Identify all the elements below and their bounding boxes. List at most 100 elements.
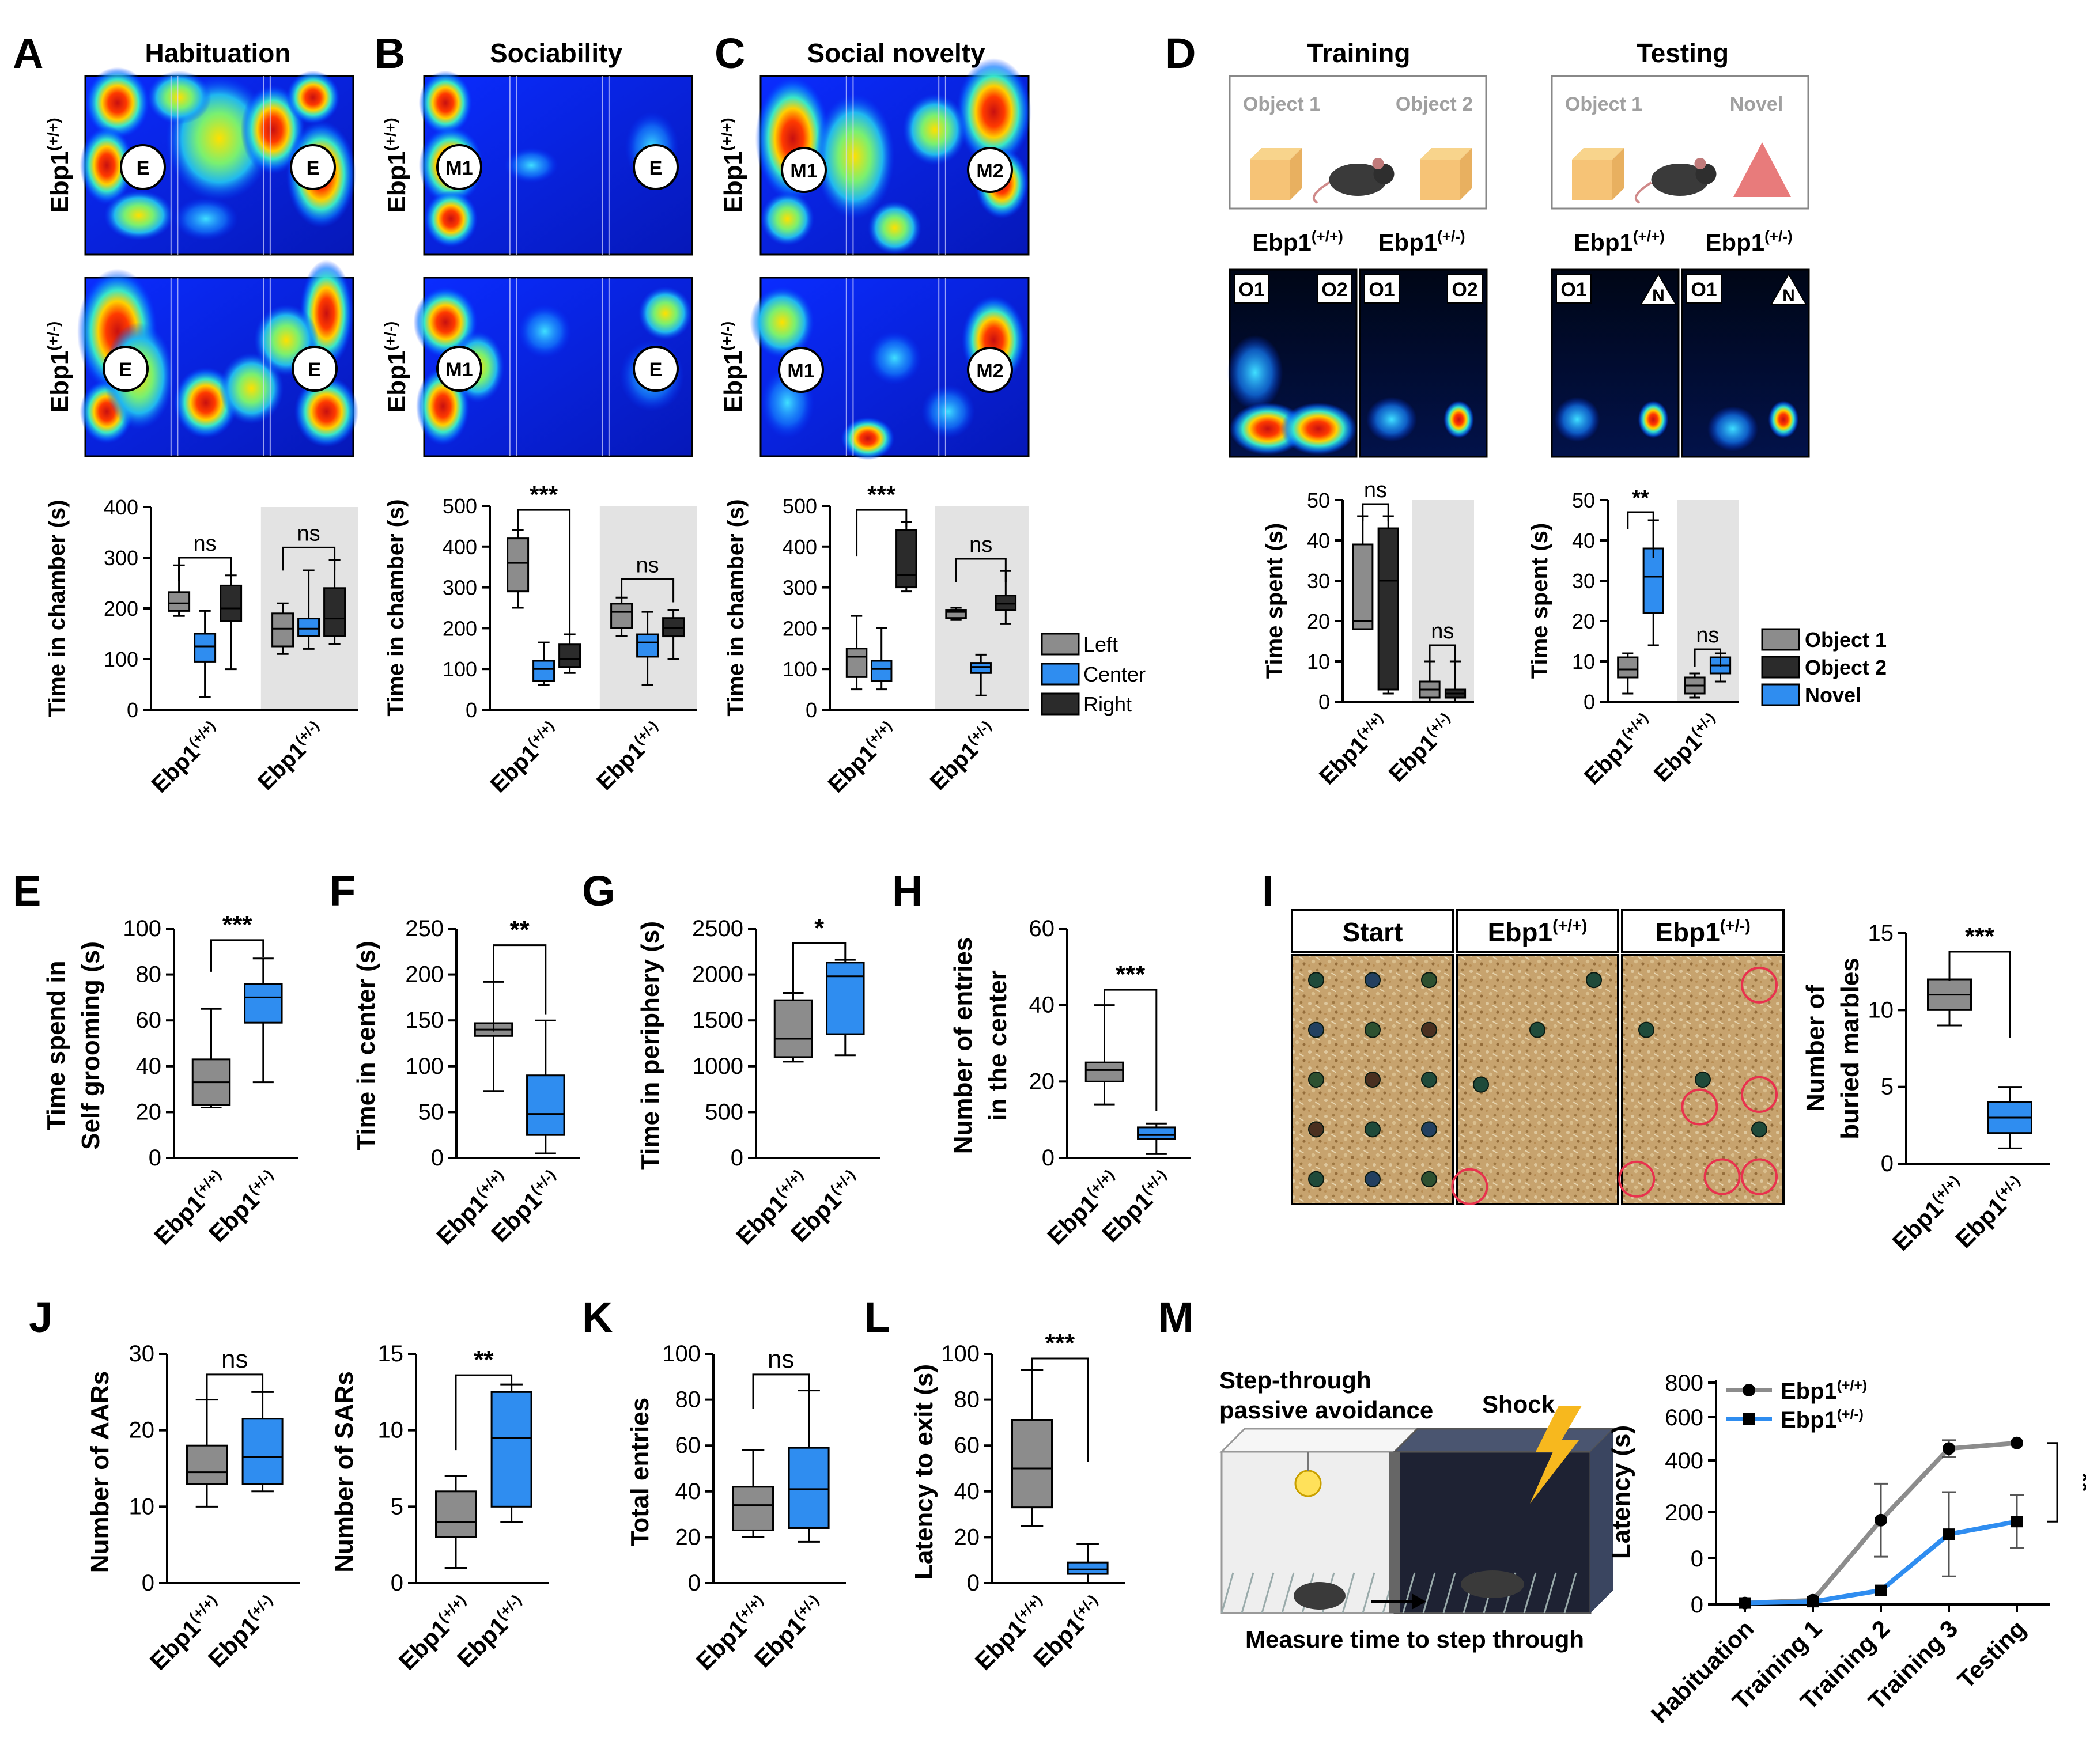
significance-label: *** [1116, 960, 1146, 989]
genotype-label-wt: Ebp1(+/+) [485, 718, 565, 797]
y-axis-label-line2: Self grooming (s) [77, 941, 105, 1150]
heat-blob [902, 94, 968, 165]
y-tick-label: 50 [1572, 489, 1595, 512]
grid-floor-bar [1362, 1572, 1375, 1614]
box-center [636, 611, 659, 687]
cube-top [1572, 148, 1624, 160]
chamber-marker [436, 144, 482, 190]
heat-blob [1554, 397, 1600, 442]
y-tick-label: 20 [136, 1099, 162, 1125]
genotype-name: Ebp1 [1655, 917, 1720, 947]
corner-tag-left [1364, 274, 1400, 304]
chamber-marker-label: M1 [445, 157, 473, 179]
y-tick-label: 20 [129, 1418, 155, 1443]
box-iqr [1352, 543, 1374, 630]
y-tick-label: 10 [1868, 997, 1894, 1023]
significance-bracket [206, 1373, 264, 1403]
box-iqr [773, 999, 813, 1058]
chamber-marker-label: M2 [976, 360, 1003, 382]
data-point-het [1875, 1584, 1887, 1596]
grid-floor-bar [1241, 1572, 1254, 1614]
legend-swatch-object-2 [1761, 656, 1800, 679]
cube-side [1290, 148, 1302, 200]
y-tick-label: 10 [1307, 650, 1330, 673]
buried-marble-circle [1681, 1088, 1718, 1126]
x-tick-label: Testing [1952, 1615, 2031, 1694]
box-iqr [435, 1490, 477, 1538]
genotype-heading-wt: Ebp1(+/+) [1488, 917, 1588, 947]
genotype-heading-wt: Ebp1(+/+) [381, 118, 411, 213]
data-point-het [1739, 1597, 1751, 1609]
significance-bracket [1429, 644, 1457, 663]
y-axis-label: Time in periphery (s) [636, 921, 664, 1170]
legend-label: Center [1083, 663, 1146, 686]
genotype-superscript: (+/-) [44, 321, 62, 351]
significance-bracket [2047, 1442, 2058, 1523]
buried-marble-circle [1741, 966, 1778, 1004]
legend-swatch-novel [1761, 683, 1800, 706]
y-tick-label: 800 [1665, 1371, 1703, 1396]
y-tick-label: 60 [1029, 916, 1055, 941]
box-iqr [186, 1444, 228, 1485]
y-tick-label: 40 [1307, 529, 1330, 552]
heat-blob [80, 126, 134, 205]
chamber-marker-label: M1 [790, 160, 817, 182]
genotype-heading-het: Ebp1(+/-) [1655, 917, 1751, 947]
significance-label: ns [636, 553, 659, 577]
grid-floor-bar [1281, 1572, 1295, 1614]
corner-tag-right [1447, 274, 1483, 304]
chamber-marker [290, 144, 336, 190]
significance-bracket [517, 509, 571, 637]
chamber-marker-label: E [308, 359, 322, 381]
heat-blob [921, 385, 975, 438]
y-axis-label: Latency (s) [1607, 1425, 1635, 1559]
y-tick-label: 0 [967, 1570, 980, 1596]
y-tick-label: 300 [104, 546, 138, 570]
corner-tag-left [1686, 274, 1722, 304]
grid-floor-bar [1442, 1572, 1456, 1614]
box-left [610, 596, 633, 638]
box-het [1987, 1086, 2032, 1149]
y-tick-label: 400 [104, 495, 138, 519]
y-tick-label: 40 [954, 1479, 980, 1504]
significance-label: ** [510, 916, 530, 944]
corner-tag-novel [1770, 272, 1807, 305]
y-tick-label: 500 [705, 1099, 743, 1125]
y-tick-label: 2500 [692, 916, 743, 941]
corner-tag-label: O1 [1560, 279, 1586, 301]
panel-title: Sociability [490, 38, 622, 68]
box-iqr [271, 612, 294, 648]
box-right [995, 570, 1017, 625]
genotype-label-het: Ebp1(+/-) [1649, 710, 1726, 787]
significance-label: ns [1431, 619, 1454, 643]
y-axis-label-line1: Time spend in [42, 960, 70, 1130]
y-axis-label-line1: Number of [1801, 985, 1830, 1112]
y-tick-label: 200 [443, 616, 477, 640]
significance-label: ** [474, 1346, 494, 1374]
significance-bracket [1627, 511, 1654, 558]
marble [1365, 1072, 1381, 1088]
y-tick-label: 0 [142, 1570, 154, 1596]
chamber-marker-label: E [119, 359, 133, 381]
cube-top [1420, 148, 1472, 160]
dark-chamber-top [1392, 1428, 1616, 1453]
panel-letter-D: D [1165, 29, 1196, 77]
y-tick-label: 20 [954, 1524, 980, 1550]
box-right [895, 521, 917, 593]
panel-letter-G: G [582, 867, 615, 915]
heat-blob [814, 94, 895, 219]
y-axis-label: Total entries [626, 1398, 654, 1546]
y-tick-label: 500 [443, 494, 477, 518]
y-tick-label: 100 [443, 657, 477, 681]
y-tick-label: 100 [123, 916, 161, 941]
y-tick-label: 40 [675, 1479, 701, 1504]
mouse-icon [1294, 1582, 1346, 1610]
box-object-2 [1377, 515, 1399, 695]
chamber-marker-label: M2 [976, 160, 1003, 182]
genotype-label-het: Ebp1(+/-) [591, 718, 668, 795]
significance-label: ns [194, 532, 217, 556]
corner-tag-label: O1 [1238, 279, 1264, 301]
y-axis-label: Time in chamber (s) [723, 499, 749, 716]
genotype-name: Ebp1 [46, 151, 74, 213]
y-tick-label: 60 [675, 1433, 701, 1458]
